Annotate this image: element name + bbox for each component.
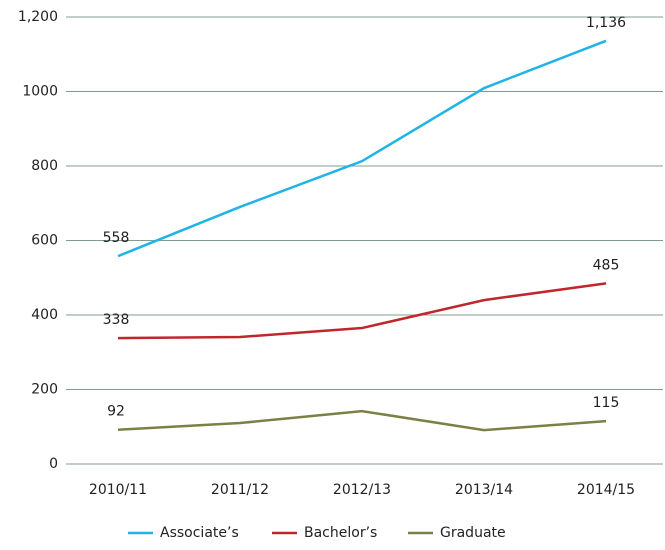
series-line: [117, 39, 607, 258]
data-label: 1,136: [586, 15, 626, 31]
y-tick-label: 1000: [22, 84, 58, 100]
y-tick-label: 600: [31, 233, 58, 249]
legend-label: Bachelor’s: [304, 525, 377, 541]
data-label: 92: [107, 404, 125, 420]
y-tick-label: 0: [49, 456, 58, 472]
y-tick-label: 400: [31, 307, 58, 323]
data-label: 558: [103, 230, 130, 246]
x-tick-label: 2013/14: [455, 482, 513, 498]
series-line: [117, 409, 607, 432]
y-tick-label: 800: [31, 158, 58, 174]
series-line: [117, 282, 607, 340]
x-tick-label: 2010/11: [89, 482, 147, 498]
x-tick-label: 2011/12: [211, 482, 269, 498]
data-label: 338: [103, 312, 130, 328]
y-tick-label: 1,200: [18, 9, 58, 25]
legend-label: Graduate: [440, 525, 506, 541]
x-tick-label: 2014/15: [577, 482, 635, 498]
legend-label: Associate’s: [160, 525, 239, 541]
y-tick-label: 200: [31, 382, 58, 398]
data-label: 115: [593, 395, 620, 411]
x-tick-label: 2012/13: [333, 482, 391, 498]
data-label: 485: [593, 257, 620, 273]
